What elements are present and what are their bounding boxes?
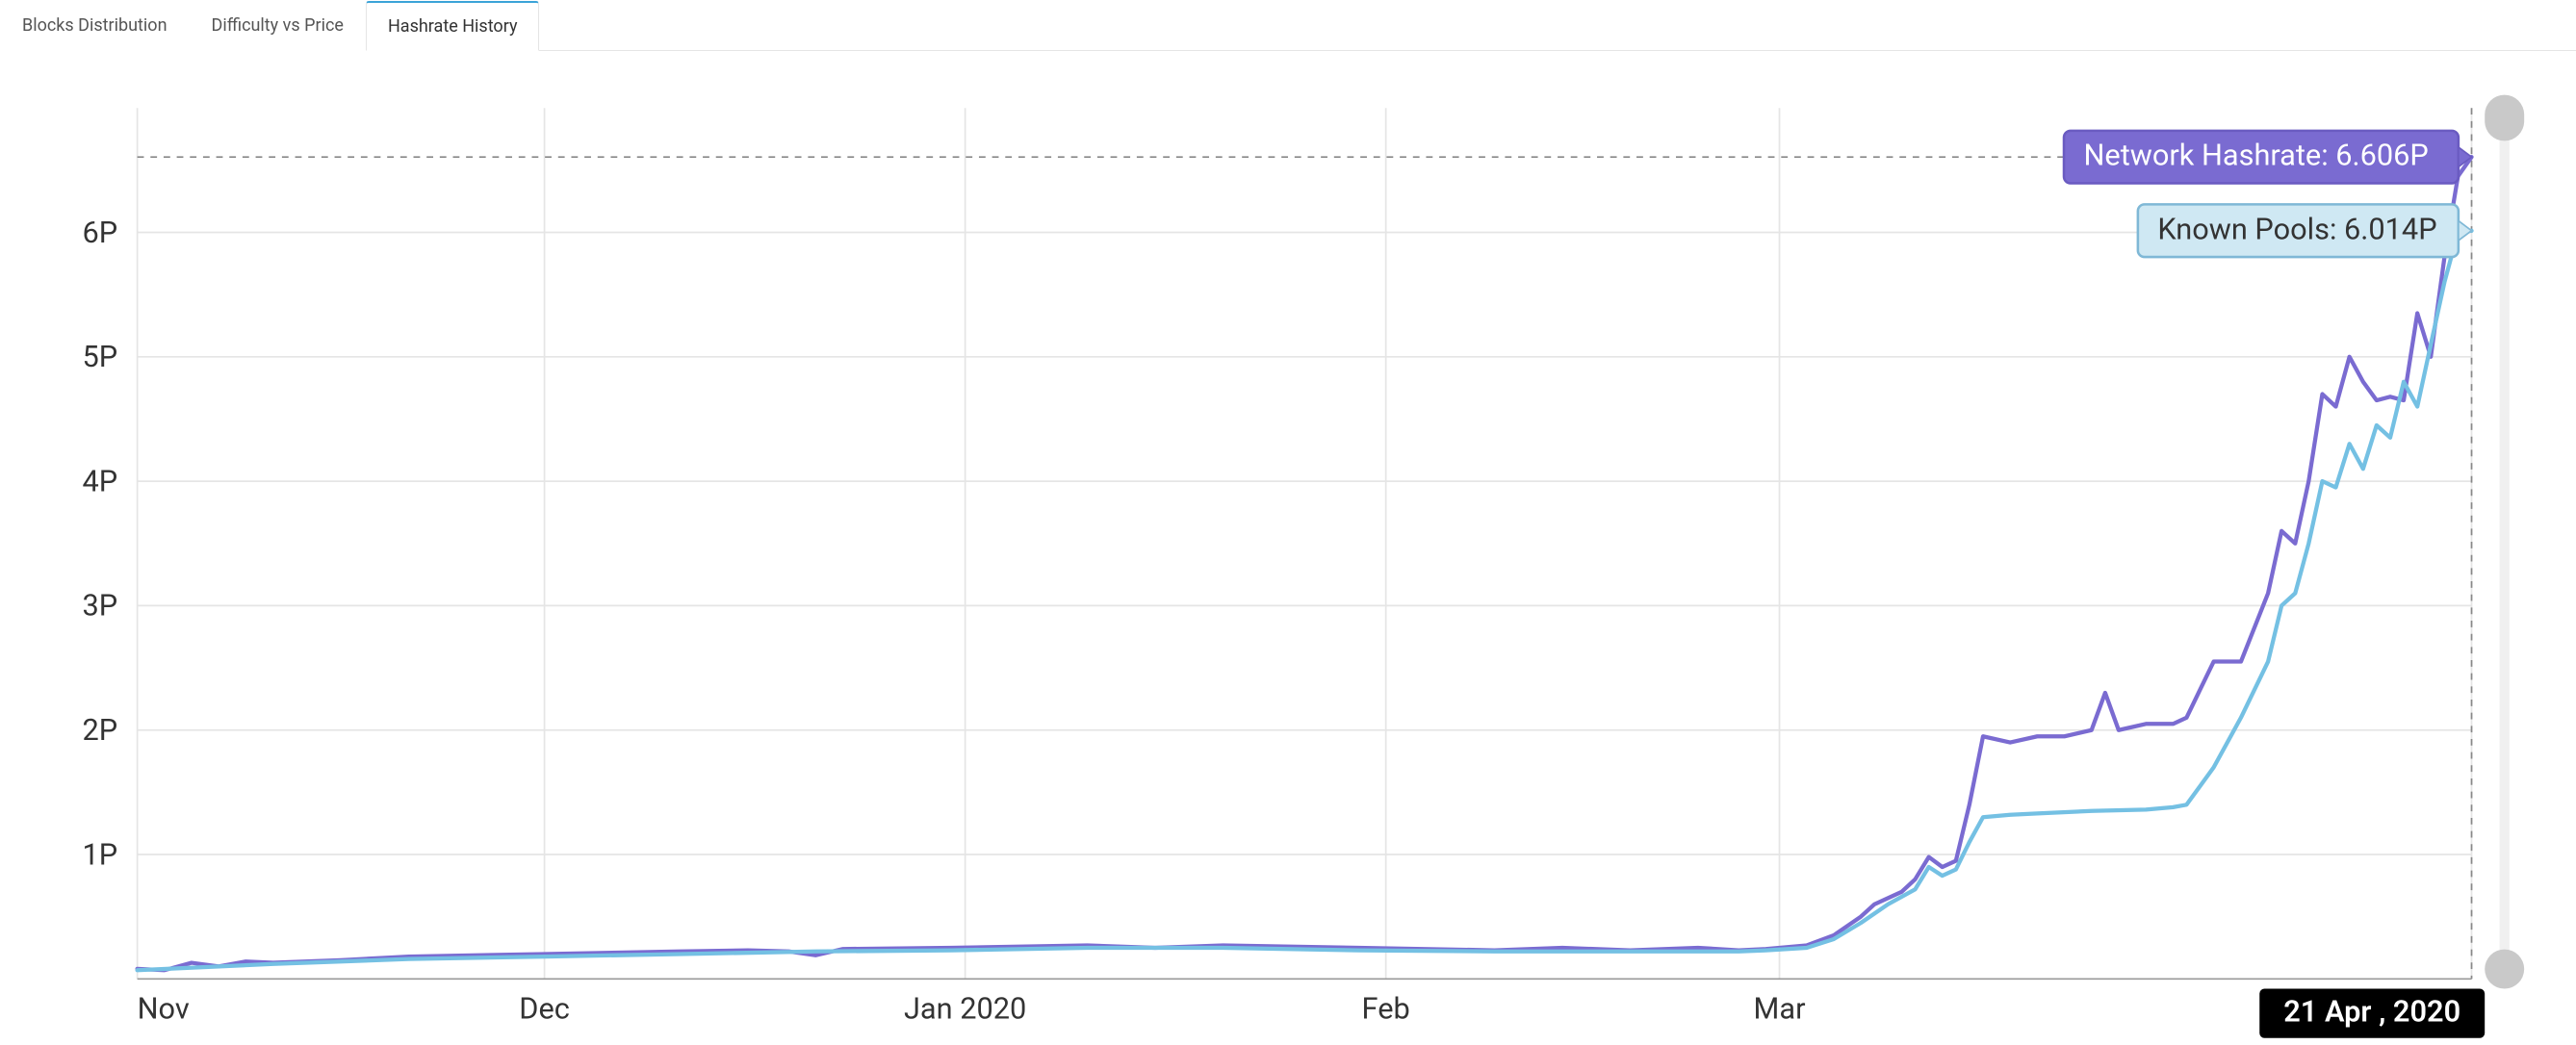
x-tick-label: Nov [138,990,190,1026]
x-tick-label: Jan 2020 [904,990,1026,1026]
y-tick-label: 2P [82,712,117,748]
tab-difficulty-vs-price[interactable]: Difficulty vs Price [190,1,366,51]
scroll-handle-top[interactable] [2485,95,2524,141]
y-tick-label: 6P [82,215,117,250]
tab-blocks-distribution[interactable]: Blocks Distribution [0,1,190,51]
tooltip-text: Known Pools: 6.014P [2157,211,2436,246]
chart-svg[interactable]: 1P 2P 3P 4P 5P 6P Nov Dec Jan 2020 Feb Mar Network … [6,59,2570,1045]
y-tick-label: 5P [82,339,117,374]
date-badge-text: 21 Apr , 2020 [2283,994,2460,1030]
x-tick-label: Feb [1362,990,1410,1026]
scroll-handle-bottom[interactable] [2485,950,2524,989]
x-tick-label: Dec [519,990,570,1026]
y-tick-label: 4P [82,463,117,498]
hashrate-chart[interactable]: 1P 2P 3P 4P 5P 6P Nov Dec Jan 2020 Feb Mar Network … [0,51,2576,1045]
x-tick-label: Mar [1754,990,1806,1026]
y-tick-label: 3P [82,588,117,624]
tooltip-text: Network Hashrate: 6.606P [2084,138,2429,173]
y-tick-label: 1P [82,836,117,872]
tab-hashrate-history[interactable]: Hashrate History [366,1,540,51]
scrollbar-track[interactable] [2500,108,2510,979]
tabs: Blocks Distribution Difficulty vs Price … [0,0,2576,51]
